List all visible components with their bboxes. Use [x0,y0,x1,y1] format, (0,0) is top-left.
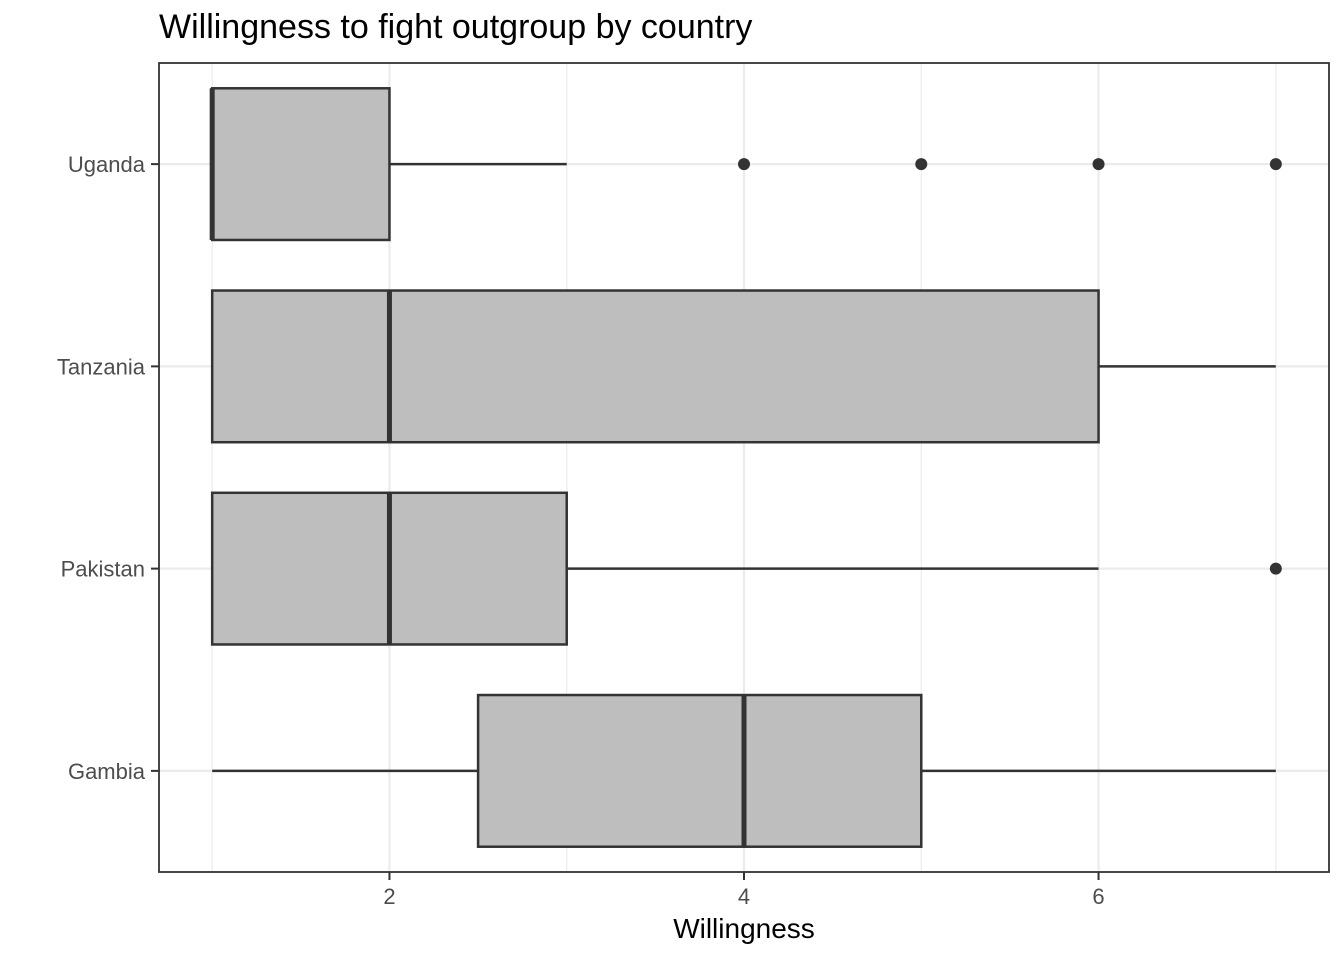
outlier-point [915,158,928,171]
x-tick-label: 4 [738,884,750,909]
outlier-point [1092,158,1105,171]
boxplot-series [209,87,1282,848]
box-uganda [210,87,391,242]
y-tick-label: Pakistan [61,557,145,582]
outlier-point [1269,158,1282,171]
axes: 2 4 6 Gambia Pakistan Tanzania Uganda [57,152,1105,909]
y-tick-label: Tanzania [57,354,146,379]
box-gambia [476,693,923,848]
x-axis-title: Willingness [673,913,815,944]
outlier-point [738,158,750,171]
x-tick-label: 6 [1092,884,1104,909]
outlier-point [1269,562,1282,575]
x-tick-label: 2 [383,884,395,909]
y-tick-label: Gambia [68,759,146,784]
y-tick-label: Uganda [68,152,146,177]
chart-title: Willingness to fight outgroup by country [159,8,753,46]
box-tanzania [210,289,1100,444]
